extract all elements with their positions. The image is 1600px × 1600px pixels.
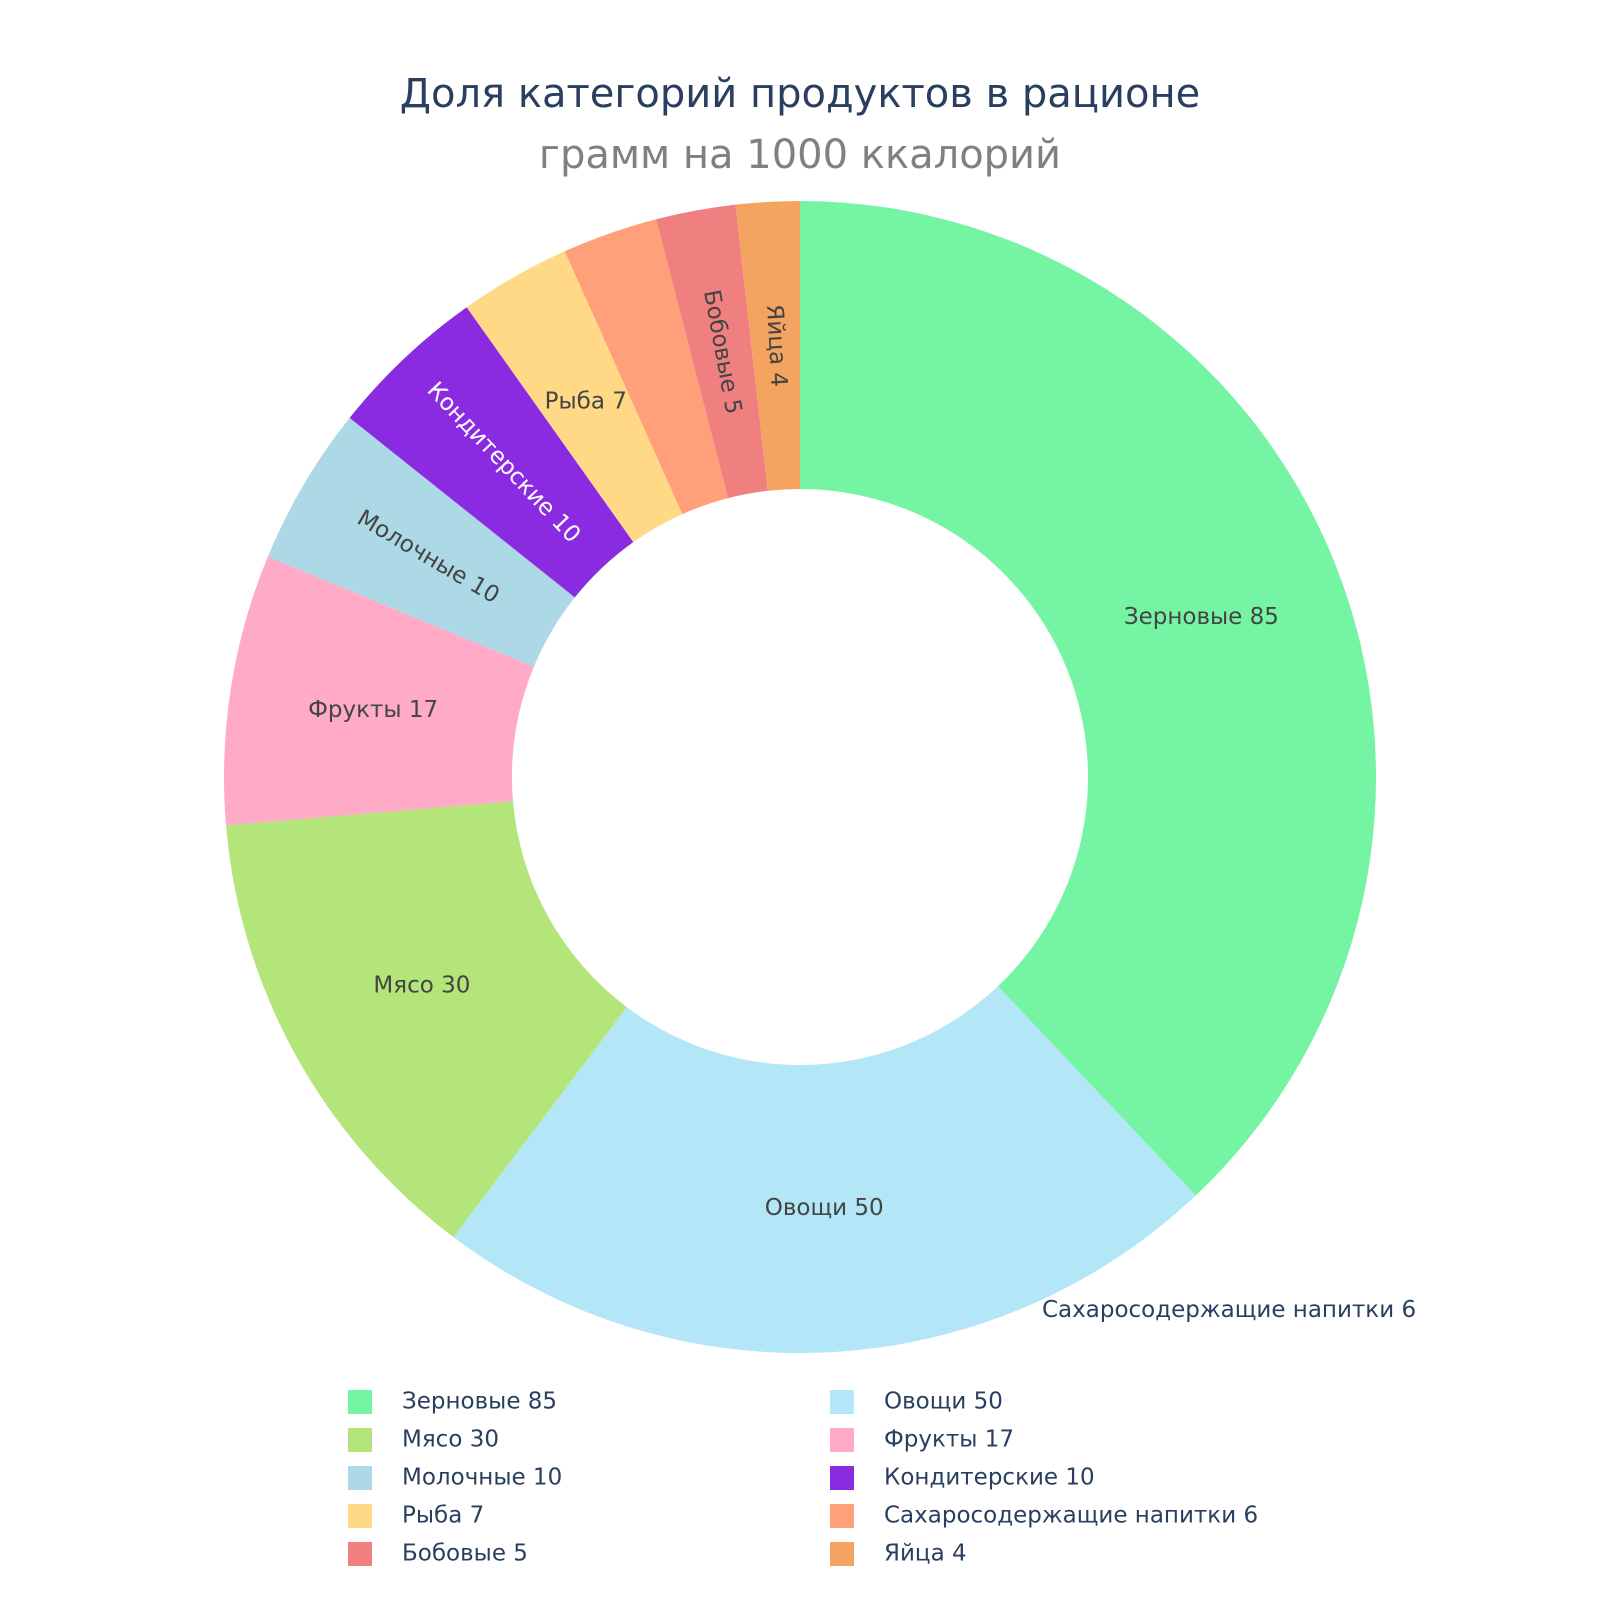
legend-label-8[interactable]: Сахаросодержащие напитки 6	[884, 1503, 1258, 1529]
pie-slice-9[interactable]	[656, 204, 768, 499]
chart-subtitle: грамм на 1000 ккалорий	[539, 132, 1061, 178]
pie-slice-5[interactable]	[267, 417, 575, 667]
legend-label-7[interactable]: Рыба 7	[402, 1503, 484, 1529]
slice-label-4: Фрукты 17	[308, 697, 438, 723]
pie-slice-3[interactable]	[226, 801, 627, 1238]
pie-slice-1[interactable]	[800, 201, 1377, 1196]
pie-slice-6[interactable]	[349, 307, 634, 598]
legend-label-5[interactable]: Молочные 10	[402, 1465, 562, 1491]
legend-label-3[interactable]: Мясо 30	[402, 1427, 499, 1453]
legend-label-1[interactable]: Зерновые 85	[402, 1389, 557, 1415]
legend-label-2[interactable]: Овощи 50	[884, 1389, 1003, 1415]
pie-slice-7[interactable]	[466, 251, 683, 543]
slice-label-3: Мясо 30	[373, 972, 470, 998]
slice-label-2: Овощи 50	[765, 1195, 884, 1221]
slice-label-8: Сахаросодержащие напитки 6	[1042, 1297, 1416, 1323]
legend-label-6[interactable]: Кондитерские 10	[884, 1465, 1095, 1491]
legend-swatch-3[interactable]	[348, 1428, 372, 1452]
legend-swatch-7[interactable]	[348, 1504, 372, 1528]
legend: Зерновые 85 Овощи 50 Мясо 30 Фрукты 17 Молоч…	[348, 1389, 1258, 1567]
legend-swatch-4[interactable]	[830, 1428, 854, 1452]
legend-label-4[interactable]: Фрукты 17	[884, 1427, 1014, 1453]
slice-label-7: Рыба 7	[545, 388, 627, 414]
pie-slice-10[interactable]	[735, 201, 800, 491]
slice-label-1: Зерновые 85	[1124, 604, 1279, 630]
legend-label-10[interactable]: Яйца 4	[884, 1541, 967, 1567]
legend-label-9[interactable]: Бобовые 5	[402, 1541, 528, 1567]
pie-slice-8[interactable]	[564, 219, 729, 515]
legend-swatch-2[interactable]	[830, 1390, 854, 1414]
chart-title: Доля категорий продуктов в рационе	[400, 71, 1200, 117]
pie-slice-4[interactable]	[223, 556, 534, 826]
legend-swatch-9[interactable]	[348, 1542, 372, 1566]
legend-swatch-1[interactable]	[348, 1390, 372, 1414]
legend-swatch-6[interactable]	[830, 1466, 854, 1490]
legend-swatch-8[interactable]	[830, 1504, 854, 1528]
slice-group	[223, 201, 1377, 1353]
slice-label-10: Яйца 4	[761, 304, 792, 388]
legend-swatch-5[interactable]	[348, 1466, 372, 1490]
legend-swatch-10[interactable]	[830, 1542, 854, 1566]
pie-slice-2[interactable]	[453, 986, 1196, 1353]
